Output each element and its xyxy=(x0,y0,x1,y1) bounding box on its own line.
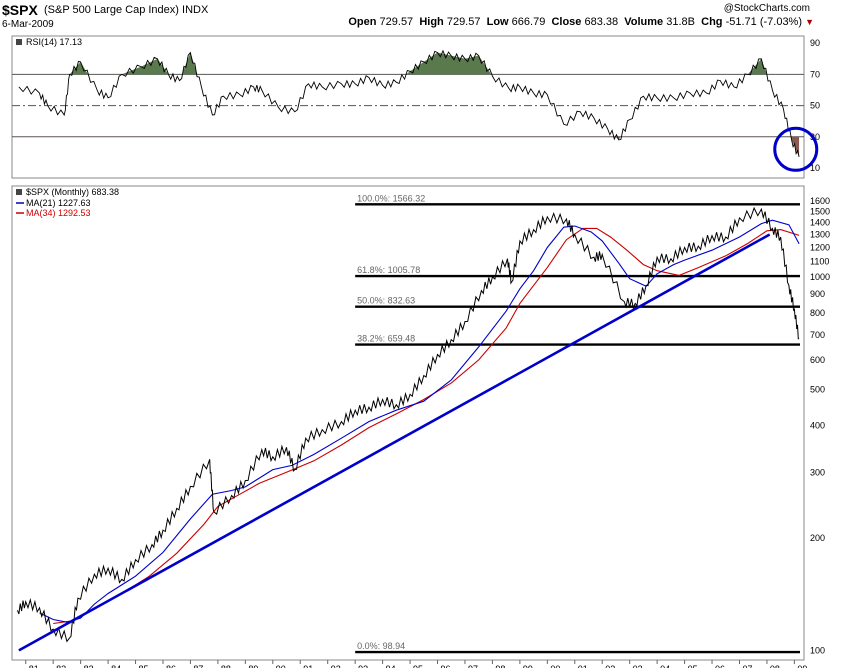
rsi-tick-label: 50 xyxy=(810,101,820,111)
x-tick-label: 00 xyxy=(550,664,560,668)
x-tick-label: 90 xyxy=(276,664,286,668)
x-tick-label: 06 xyxy=(715,664,725,668)
rsi-panel-frame xyxy=(11,35,805,179)
down-arrow-icon: ▼ xyxy=(805,17,814,27)
x-tick-label: 95 xyxy=(413,664,423,668)
price-legend-title: $SPX (Monthly) 683.38 xyxy=(26,187,119,197)
open-value: 729.57 xyxy=(379,16,414,28)
open-label: Open xyxy=(348,16,377,28)
index-name: (S&P 500 Large Cap Index) xyxy=(44,4,179,16)
price-tick-label: 500 xyxy=(810,384,825,394)
rsi-legend-swatch xyxy=(16,39,22,45)
close-value: 683.38 xyxy=(584,16,619,28)
chart-date: 6-Mar-2009 xyxy=(2,19,54,30)
fib-level-label: 50.0%: 832.63 xyxy=(357,296,415,306)
x-tick-label: 09 xyxy=(797,664,807,668)
fib-level-label: 38.2%: 659.48 xyxy=(357,334,415,344)
rsi-legend-label: RSI(14) 17.13 xyxy=(26,37,82,47)
x-tick-label: 97 xyxy=(468,664,478,668)
price-tick-label: 1100 xyxy=(810,257,829,267)
price-tick-label: 1500 xyxy=(810,206,830,216)
price-tick-label: 600 xyxy=(810,355,825,365)
quote-bar: Open 729.57 High 729.57 Low 666.79 Close… xyxy=(348,16,814,28)
price-tick-label: 400 xyxy=(810,421,825,431)
rsi-tick-label: 30 xyxy=(810,132,820,142)
x-tick-label: 91 xyxy=(303,664,313,668)
x-tick-label: 94 xyxy=(386,664,396,668)
price-tick-label: 900 xyxy=(810,289,825,299)
price-tick-label: 300 xyxy=(810,467,825,477)
price-legend-swatch xyxy=(16,189,22,195)
ma21-line xyxy=(39,219,800,623)
x-tick-label: 92 xyxy=(331,664,341,668)
price-tick-label: 200 xyxy=(810,533,825,543)
x-tick-label: 98 xyxy=(495,664,505,668)
exchange-label: INDX xyxy=(182,4,209,16)
x-tick-label: 05 xyxy=(688,664,698,668)
low-value: 666.79 xyxy=(511,16,546,28)
chg-label: Chg xyxy=(701,16,723,28)
rsi-line xyxy=(18,49,800,158)
ma34-line xyxy=(53,227,800,625)
x-tick-label: 86 xyxy=(166,664,176,668)
price-tick-label: 1300 xyxy=(810,229,830,239)
x-tick-label: 83 xyxy=(84,664,94,668)
x-tick-label: 03 xyxy=(633,664,643,668)
symbol-title: $SPX xyxy=(2,2,38,18)
x-tick-label: 87 xyxy=(193,664,203,668)
x-tick-label: 04 xyxy=(660,664,670,668)
trendline xyxy=(18,233,771,652)
x-tick-label: 85 xyxy=(139,664,149,668)
x-tick-label: 96 xyxy=(441,664,451,668)
fib-level-label: 0.0%: 98.94 xyxy=(357,641,405,651)
price-tick-label: 100 xyxy=(810,645,825,655)
ma21-legend-label: MA(21) 1227.63 xyxy=(26,198,91,208)
oversold-highlight-circle xyxy=(773,126,819,172)
x-tick-label: 88 xyxy=(221,664,231,668)
price-tick-label: 700 xyxy=(810,330,825,340)
rsi-tick-label: 10 xyxy=(810,163,820,173)
volume-value: 31.8B xyxy=(666,16,695,28)
price-tick-label: 1200 xyxy=(810,242,830,252)
rsi-tick-label: 90 xyxy=(810,38,820,48)
fib-level-label: 61.8%: 1005.78 xyxy=(357,265,420,275)
x-tick-label: 82 xyxy=(56,664,66,668)
x-tick-label: 08 xyxy=(770,664,780,668)
price-tick-label: 1000 xyxy=(810,272,830,282)
fib-level-label: 100.0%: 1566.32 xyxy=(357,193,425,203)
watermark: @StockCharts.com xyxy=(723,3,810,14)
rsi-tick-label: 70 xyxy=(810,69,820,79)
chg-value: -51.71 (-7.03%) xyxy=(725,16,803,28)
price-tick-label: 1600 xyxy=(810,196,830,206)
x-tick-label: 02 xyxy=(605,664,615,668)
x-tick-label: 07 xyxy=(742,664,752,668)
x-tick-label: 81 xyxy=(29,664,39,668)
x-tick-label: 89 xyxy=(248,664,258,668)
x-tick-label: 93 xyxy=(358,664,368,668)
price-tick-label: 1400 xyxy=(810,217,830,227)
low-label: Low xyxy=(486,16,509,28)
price-line xyxy=(17,206,800,643)
x-tick-label: 01 xyxy=(578,664,588,668)
high-label: High xyxy=(419,16,444,28)
x-tick-label: 99 xyxy=(523,664,533,668)
x-tick-label: 84 xyxy=(111,664,121,668)
ma34-legend-label: MA(34) 1292.53 xyxy=(26,208,91,218)
symbol-name: (S&P 500 Large Cap Index) INDX xyxy=(44,4,208,16)
volume-label: Volume xyxy=(624,16,664,28)
high-value: 729.57 xyxy=(446,16,481,28)
close-label: Close xyxy=(551,16,582,28)
price-tick-label: 800 xyxy=(810,308,825,318)
